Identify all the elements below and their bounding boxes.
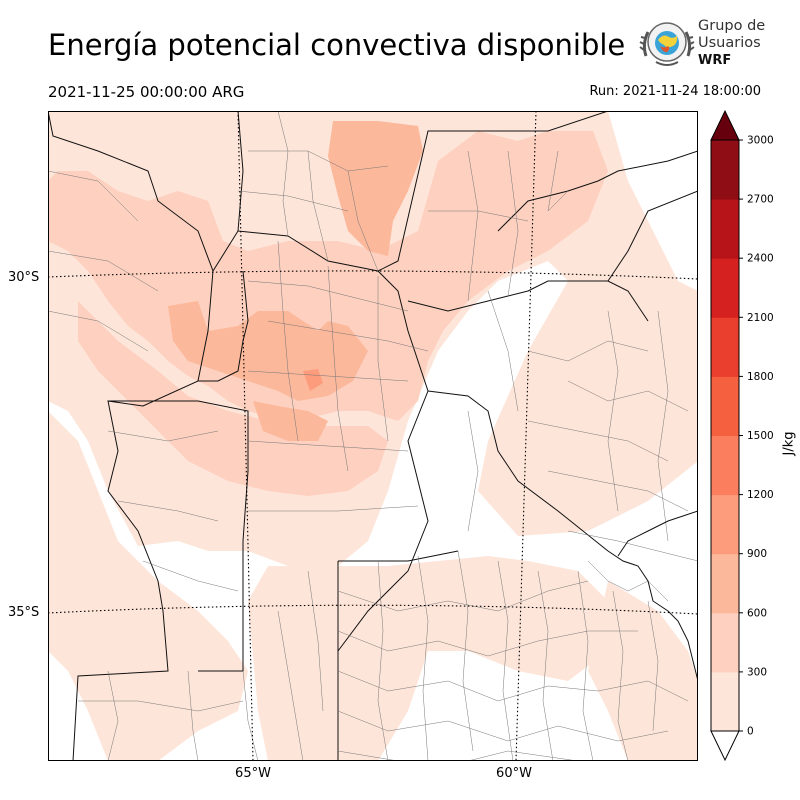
lon-label-65w: 65°W: [235, 766, 271, 781]
globe-icon: [639, 22, 695, 66]
parallel-35s: [48, 604, 698, 615]
colorbar-tick-label: 2700: [747, 194, 774, 206]
colorbar-under-arrow: [710, 730, 740, 762]
logo-line-1: Grupo de: [698, 18, 766, 34]
cape-band-600-900: [253, 401, 328, 441]
province-border: [427, 390, 609, 552]
meridian-60w: [515, 111, 537, 761]
valid-time: 2021-11-25 00:00:00 ARG: [48, 83, 245, 101]
colorbar-tick-label: 600: [747, 607, 767, 619]
lat-label-35s: 35°S: [8, 605, 40, 620]
cape-band-600-900: [328, 121, 423, 256]
cape-band-0-300: [48, 411, 248, 761]
cape-band-0-300: [588, 581, 698, 761]
colorbar-tick-label: 3000: [747, 135, 774, 147]
province-border: [607, 190, 698, 282]
colorbar-band: [711, 376, 739, 436]
colorbar-unit: J/kg: [781, 431, 797, 456]
cape-map: [48, 111, 698, 761]
province-border: [198, 270, 249, 382]
colorbar-tick-label: 1800: [747, 371, 774, 383]
colorbar-tick-label: 1500: [747, 430, 774, 442]
colorbar-band: [711, 140, 739, 200]
province-border: [338, 550, 459, 562]
lat-label-30s: 30°S: [8, 270, 40, 285]
province-border: [377, 111, 609, 272]
colorbar-band: [711, 317, 739, 377]
province-border: [407, 280, 649, 322]
wrf-logo: Grupo de Usuarios WRF: [638, 16, 768, 72]
lon-label-60w: 60°W: [496, 766, 532, 781]
colorbar-band: [711, 258, 739, 318]
colorbar-band: [711, 199, 739, 259]
colorbar-over-arrow: [710, 109, 740, 141]
meridian-65w: [237, 111, 254, 761]
coastline: [617, 510, 698, 557]
province-border: [497, 150, 698, 232]
country-border: [48, 111, 214, 761]
province-border: [108, 400, 249, 672]
colorbar-tick-label: 900: [747, 548, 767, 560]
colorbar-band: [711, 494, 739, 555]
province-border: [212, 111, 244, 272]
colorbar: 0 300 600 900 1200 1500 1800 2100 2400 2700 3000: [710, 109, 774, 762]
logo-line-3: WRF: [698, 53, 732, 68]
run-time: Run: 2021-11-24 18:00:00: [589, 84, 761, 99]
page-title: Energía potencial convectiva disponible: [48, 28, 626, 62]
colorbar-band: [711, 612, 739, 673]
colorbar-tick-label: 2100: [747, 312, 774, 324]
colorbar-band: [711, 553, 739, 614]
colorbar-band: [711, 435, 739, 496]
colorbar-band: [711, 671, 739, 732]
logo-line-2: Usuarios: [698, 35, 761, 51]
colorbar-tick-label: 0: [747, 726, 754, 738]
colorbar-tick-label: 300: [747, 666, 767, 678]
cape-band-300-600: [78, 301, 388, 496]
colorbar-tick-label: 2400: [747, 253, 774, 265]
parallel-30s: [48, 270, 698, 280]
colorbar-tick-label: 1200: [747, 489, 774, 501]
coastline: [607, 550, 698, 682]
